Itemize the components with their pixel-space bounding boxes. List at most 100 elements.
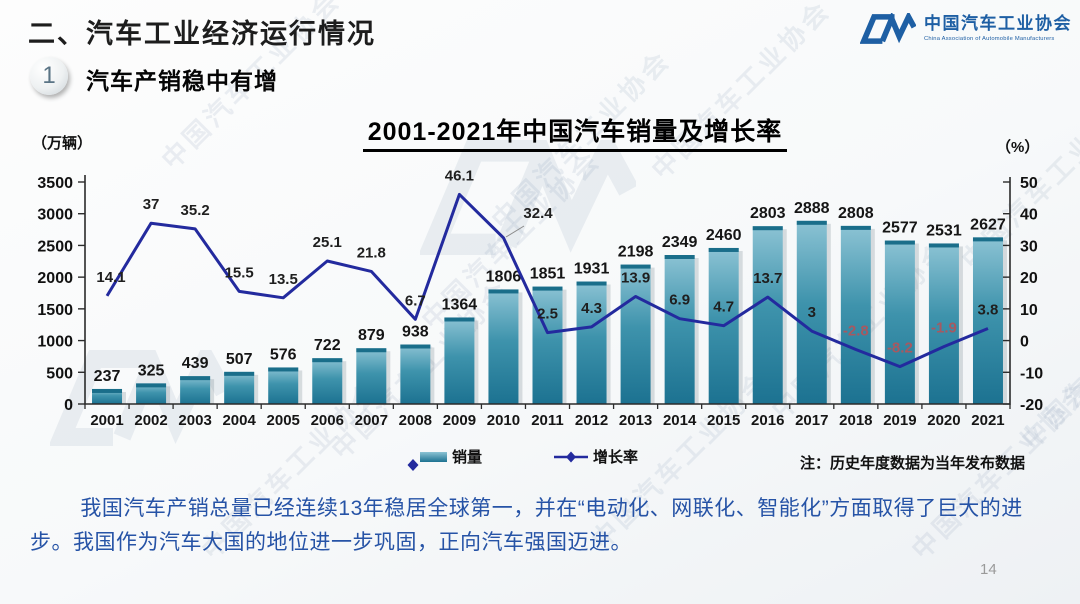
year-label-2003: 2003 xyxy=(178,412,211,429)
bar-shadow xyxy=(272,370,303,404)
logo-name-en: China Association of Automobile Manufact… xyxy=(924,36,1055,43)
bar-cap xyxy=(576,281,607,286)
sales-bar-2011 xyxy=(532,286,563,404)
bar-shadow xyxy=(360,351,391,404)
sales-value-label: 2808 xyxy=(838,205,874,222)
left-axis-tick-label: 1000 xyxy=(37,334,73,351)
bar-cap xyxy=(884,240,915,245)
sales-value-label: 2531 xyxy=(926,222,962,239)
sales-bar-2016 xyxy=(752,226,783,404)
bar-shadow xyxy=(580,284,611,404)
sales-bar-2012 xyxy=(576,281,607,404)
year-label-2011: 2011 xyxy=(531,412,564,429)
sales-value-label: 1851 xyxy=(530,266,566,283)
bar-cap xyxy=(444,317,475,322)
bar-shadow xyxy=(184,379,215,404)
bar-cap xyxy=(532,286,563,291)
year-label-2010: 2010 xyxy=(487,412,520,429)
bar-shadow xyxy=(800,223,831,404)
sales-value-label: 2577 xyxy=(882,220,918,237)
growth-value-label: 4.7 xyxy=(713,299,734,316)
year-label-2015: 2015 xyxy=(707,412,740,429)
bar-shadow xyxy=(888,243,919,404)
growth-value-label: -8.2 xyxy=(887,340,913,357)
bar-shadow xyxy=(140,386,171,404)
sales-value-label: 2460 xyxy=(706,227,742,244)
left-axis-tick-label: 3000 xyxy=(37,207,73,224)
sales-bar-2017 xyxy=(796,220,827,404)
bar-cap xyxy=(400,344,431,349)
bar-cap xyxy=(268,367,299,372)
growth-value-label: 6.9 xyxy=(669,292,690,309)
right-axis-unit-label: （%） xyxy=(996,139,1040,156)
right-axis-tick-label: 40 xyxy=(1020,207,1038,224)
left-axis-tick-label: 1500 xyxy=(37,302,73,319)
bar-shadow xyxy=(316,361,347,404)
growth-value-label: 37 xyxy=(143,196,160,213)
sales-bar-2006 xyxy=(312,358,343,404)
growth-value-label: 13.5 xyxy=(269,271,298,288)
sales-value-label: 938 xyxy=(402,324,429,341)
growth-value-label: 2.5 xyxy=(537,306,558,323)
bar-cap xyxy=(312,358,343,363)
growth-value-label: 13.7 xyxy=(753,270,782,287)
growth-value-label: 3.8 xyxy=(978,302,999,319)
growth-value-label: 25.1 xyxy=(313,234,342,251)
sales-bar-2013 xyxy=(620,264,651,404)
sales-bar-2007 xyxy=(356,348,387,404)
bar-shadow xyxy=(96,391,127,404)
left-axis-tick-label: 500 xyxy=(46,365,73,382)
sales-value-label: 2349 xyxy=(662,234,698,251)
chart-title: 2001-2021年中国汽车销量及增长率 xyxy=(90,112,1060,152)
stray-diamond-marker xyxy=(407,459,419,471)
bar-shadow xyxy=(228,374,259,404)
legend-sales-label: 销量 xyxy=(452,449,483,466)
bar-cap xyxy=(224,371,255,376)
right-axis-tick-label: -20 xyxy=(1020,397,1043,414)
year-label-2019: 2019 xyxy=(883,412,916,429)
bar-cap xyxy=(928,243,959,248)
bar-shadow xyxy=(624,267,655,404)
growth-value-label: 6.7 xyxy=(405,292,426,309)
bar-cap xyxy=(136,383,167,388)
sales-bar-2003 xyxy=(180,376,211,404)
year-label-2013: 2013 xyxy=(619,412,652,429)
growth-value-label: 13.9 xyxy=(621,269,650,286)
year-label-2007: 2007 xyxy=(355,412,388,429)
right-axis-tick-label: 0 xyxy=(1020,334,1029,351)
year-label-2004: 2004 xyxy=(222,412,256,429)
right-axis-tick-label: -10 xyxy=(1020,365,1043,382)
growth-value-label: 46.1 xyxy=(445,167,474,184)
growth-value-label: 15.5 xyxy=(225,264,254,281)
bar-cap xyxy=(620,264,651,269)
sales-bar-2021 xyxy=(972,237,1003,404)
sales-bar-2020 xyxy=(928,243,959,404)
sales-value-label: 2888 xyxy=(794,200,830,217)
sales-value-label: 879 xyxy=(358,327,385,344)
bar-cap xyxy=(488,289,519,294)
bar-shadow xyxy=(668,258,699,404)
right-axis-tick-label: 30 xyxy=(1020,238,1038,255)
bar-cap xyxy=(752,226,783,231)
year-label-2014: 2014 xyxy=(663,412,697,429)
caam-logo: 中国汽车工业协会 China Association of Automobile… xyxy=(860,13,1072,45)
sales-value-label: 722 xyxy=(314,337,341,354)
sales-value-label: 1931 xyxy=(574,261,610,278)
bar-cap xyxy=(972,237,1003,242)
bar-shadow xyxy=(756,229,787,404)
right-axis-tick-label: 10 xyxy=(1020,302,1038,319)
left-axis-tick-label: 3500 xyxy=(37,175,73,192)
bar-shadow xyxy=(932,246,963,404)
growth-value-label: -2.8 xyxy=(843,322,869,339)
bar-cap xyxy=(356,348,387,353)
growth-value-label: 14.1 xyxy=(96,269,125,286)
left-axis-tick-label: 2500 xyxy=(37,238,73,255)
year-label-2001: 2001 xyxy=(90,412,123,429)
section-number-badge: 1 xyxy=(30,57,68,95)
sales-value-label: 2627 xyxy=(970,216,1006,233)
bar-shadow xyxy=(976,240,1007,404)
sales-bar-2019 xyxy=(884,240,915,404)
year-label-2018: 2018 xyxy=(839,412,872,429)
sales-value-label: 2198 xyxy=(618,244,654,261)
